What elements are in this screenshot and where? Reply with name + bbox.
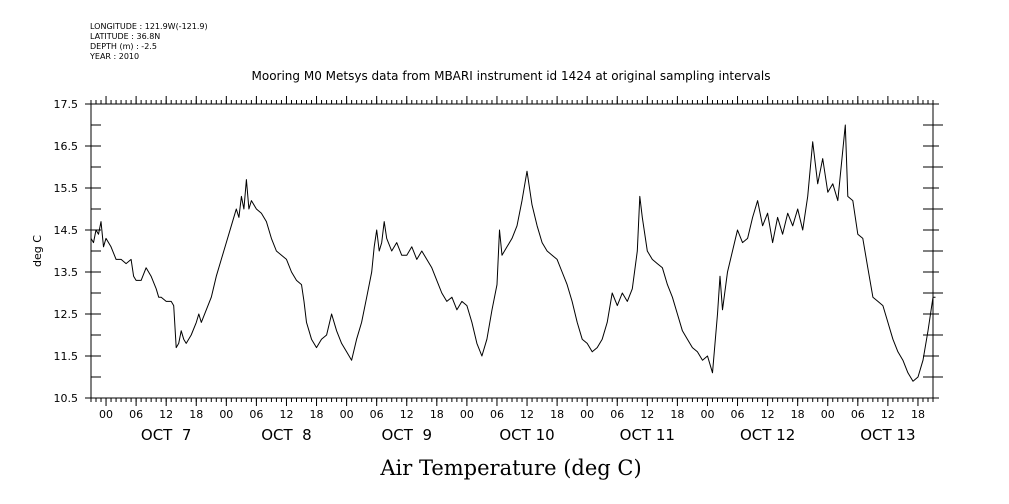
x-day-label: OCT 8 <box>261 426 312 444</box>
x-hour-label: 18 <box>791 408 805 421</box>
x-hour-label: 06 <box>490 408 504 421</box>
x-hour-label: 12 <box>640 408 654 421</box>
x-hour-label: 18 <box>310 408 324 421</box>
x-hour-label: 06 <box>731 408 745 421</box>
y-tick-label: 17.5 <box>54 98 79 111</box>
metadata-block: LONGITUDE : 121.9W(-121.9) LATITUDE : 36… <box>90 22 208 62</box>
plot-frame <box>90 103 934 399</box>
year-text: YEAR : 2010 <box>90 52 140 61</box>
x-hour-label: 18 <box>430 408 444 421</box>
x-hour-label: 12 <box>881 408 895 421</box>
x-hour-label: 00 <box>219 408 233 421</box>
x-hour-label: 18 <box>670 408 684 421</box>
x-hour-label: 00 <box>340 408 354 421</box>
x-hour-label: 00 <box>460 408 474 421</box>
depth-text: DEPTH (m) : -2.5 <box>90 42 157 51</box>
x-day-label: OCT 7 <box>141 426 192 444</box>
x-hour-label: 18 <box>550 408 564 421</box>
x-day-label: OCT 10 <box>499 426 554 444</box>
chart-title: Mooring M0 Metsys data from MBARI instru… <box>252 69 771 83</box>
x-day-label: OCT 12 <box>740 426 795 444</box>
y-tick-label: 13.5 <box>54 266 79 279</box>
x-hour-label: 12 <box>279 408 293 421</box>
x-hour-label: 00 <box>700 408 714 421</box>
longitude-text: LONGITUDE : 121.9W(-121.9) <box>90 22 208 31</box>
y-tick-label: 14.5 <box>54 224 79 237</box>
x-hour-label: 06 <box>851 408 865 421</box>
x-hour-label: 12 <box>761 408 775 421</box>
x-day-label: OCT 9 <box>381 426 432 444</box>
x-hour-label: 18 <box>911 408 925 421</box>
x-hour-label: 06 <box>249 408 263 421</box>
x-hour-label: 06 <box>129 408 143 421</box>
y-tick-label: 10.5 <box>54 392 79 405</box>
latitude-text: LATITUDE : 36.8N <box>90 32 161 41</box>
x-hour-label: 00 <box>580 408 594 421</box>
x-hour-label: 00 <box>821 408 835 421</box>
series-line <box>90 124 936 382</box>
y-tick-label: 12.5 <box>54 308 79 321</box>
x-hour-label: 12 <box>159 408 173 421</box>
x-day-label: OCT 11 <box>620 426 675 444</box>
x-axis-label: Air Temperature (deg C) <box>379 456 641 480</box>
x-day-label: OCT 13 <box>860 426 915 444</box>
axis-ticks <box>85 96 943 406</box>
x-hour-label: 12 <box>400 408 414 421</box>
y-axis-label: deg C <box>31 235 44 267</box>
x-hour-label: 06 <box>370 408 384 421</box>
y-tick-label: 16.5 <box>54 140 79 153</box>
axis-tick-labels: 10.5 11.5 12.5 13.5 14.5 15.5 16.5 17.5 00 06 12 18… <box>54 98 925 444</box>
y-tick-label: 15.5 <box>54 182 79 195</box>
y-tick-label: 11.5 <box>54 350 79 363</box>
x-hour-label: 18 <box>189 408 203 421</box>
x-hour-label: 12 <box>520 408 534 421</box>
x-hour-label: 06 <box>610 408 624 421</box>
x-hour-label: 00 <box>99 408 113 421</box>
